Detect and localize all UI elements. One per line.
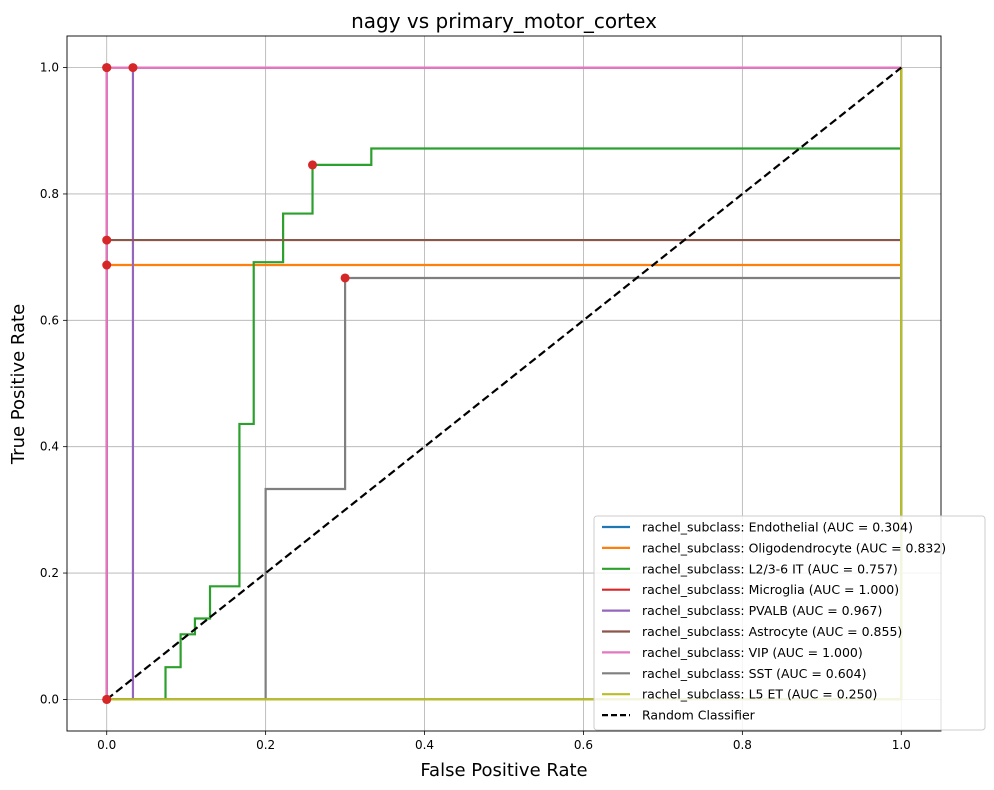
- y-tick-label: 1.0: [40, 61, 59, 75]
- legend-label-3: rachel_subclass: Microglia (AUC = 1.000): [642, 582, 899, 597]
- optimal-point-marker-1: [102, 260, 112, 270]
- y-tick-label: 0.6: [40, 313, 59, 327]
- legend-label-2: rachel_subclass: L2/3-6 IT (AUC = 0.757): [642, 561, 898, 576]
- optimal-point-marker-6: [102, 63, 112, 73]
- x-axis-label: False Positive Rate: [420, 760, 587, 781]
- legend-label-5: rachel_subclass: Astrocyte (AUC = 0.855): [642, 624, 902, 639]
- y-tick-label: 0.8: [40, 187, 59, 201]
- y-axis-label: True Positive Rate: [8, 304, 29, 465]
- axes-frame: [66, 35, 942, 732]
- legend: rachel_subclass: Endothelial (AUC = 0.30…: [593, 515, 986, 731]
- optimal-point-marker-7: [340, 273, 350, 283]
- y-tick-label: 0.0: [40, 692, 59, 706]
- legend-label-4: rachel_subclass: PVALB (AUC = 0.967): [642, 603, 882, 618]
- x-tick-label: 0.0: [97, 738, 116, 752]
- y-tick-label: 0.2: [40, 566, 59, 580]
- optimal-point-marker-8: [102, 694, 112, 704]
- x-tick-label: 0.8: [733, 738, 752, 752]
- legend-label-0: rachel_subclass: Endothelial (AUC = 0.30…: [642, 520, 913, 535]
- chart-title: nagy vs primary_motor_cortex: [351, 9, 657, 33]
- x-tick-label: 0.2: [256, 738, 275, 752]
- y-tick-label: 0.4: [40, 440, 59, 454]
- optimal-point-marker-4: [128, 63, 138, 73]
- random-classifier-line: [106, 66, 902, 701]
- optimal-point-marker-2: [308, 160, 318, 170]
- plot-area: 0.0 0.2 0.4 0.6 0.8 1.0 0.0 0.2 0.4 0.6 0.8 1.0: [40, 35, 942, 752]
- x-tick-label: 0.4: [415, 738, 434, 752]
- series-line-2: [106, 67, 903, 701]
- legend-label-6: rachel_subclass: VIP (AUC = 1.000): [642, 645, 863, 660]
- legend-label-1: rachel_subclass: Oligodendrocyte (AUC = …: [642, 540, 946, 555]
- legend-box: [593, 515, 986, 731]
- legend-label-9: Random Classifier: [642, 708, 756, 723]
- x-tick-label: 1.0: [892, 738, 911, 752]
- optimal-point-marker-5: [102, 235, 112, 245]
- legend-label-7: rachel_subclass: SST (AUC = 0.604): [642, 666, 866, 681]
- legend-label-8: rachel_subclass: L5 ET (AUC = 0.250): [642, 687, 877, 702]
- x-tick-label: 0.6: [574, 738, 593, 752]
